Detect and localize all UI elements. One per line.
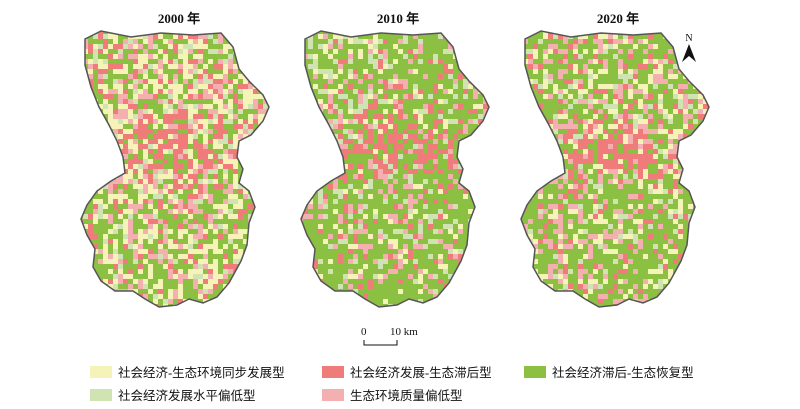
region-outline-2020 bbox=[520, 30, 710, 308]
legend-swatch bbox=[90, 365, 112, 378]
legend-swatch bbox=[524, 365, 546, 378]
region-map-2010 bbox=[301, 31, 489, 307]
scale-ten-label: 10 km bbox=[390, 326, 418, 338]
legend-swatch bbox=[322, 365, 344, 378]
region-outline-2000 bbox=[80, 30, 270, 308]
map-title-2000: 2000 年 bbox=[157, 11, 201, 26]
legend-item-eco-recovery: 社会经济滞后-生态恢复型 bbox=[524, 362, 694, 381]
map-title-2020: 2020 年 bbox=[596, 11, 640, 26]
map-title-2010: 2010 年 bbox=[376, 11, 420, 26]
legend-item-low-dev: 社会经济发展水平偏低型 bbox=[90, 385, 256, 404]
legend-label: 社会经济-生态环境同步发展型 bbox=[118, 366, 285, 380]
scale-zero-label: 0 bbox=[361, 326, 367, 338]
north-label: N bbox=[685, 33, 693, 44]
north-arrow-icon bbox=[682, 44, 696, 62]
region-map-2020 bbox=[521, 31, 709, 307]
legend: 社会经济-生态环境同步发展型 社会经济发展-生态滞后型 社会经济滞后-生态恢复型… bbox=[0, 356, 800, 406]
region-map-2000 bbox=[81, 31, 269, 307]
legend-swatch bbox=[90, 388, 112, 401]
scale-bar: 0 10 km bbox=[353, 326, 433, 348]
legend-label: 社会经济滞后-生态恢复型 bbox=[552, 366, 694, 380]
legend-item-sync: 社会经济-生态环境同步发展型 bbox=[90, 362, 285, 381]
north-arrow: N bbox=[680, 34, 698, 67]
legend-label: 生态环境质量偏低型 bbox=[350, 389, 463, 403]
legend-swatch bbox=[322, 388, 344, 401]
legend-label: 社会经济发展-生态滞后型 bbox=[350, 366, 492, 380]
legend-label: 社会经济发展水平偏低型 bbox=[118, 389, 256, 403]
region-outline-2010 bbox=[300, 30, 490, 308]
legend-item-low-eco: 生态环境质量偏低型 bbox=[322, 385, 463, 404]
legend-item-eco-lag: 社会经济发展-生态滞后型 bbox=[322, 362, 492, 381]
